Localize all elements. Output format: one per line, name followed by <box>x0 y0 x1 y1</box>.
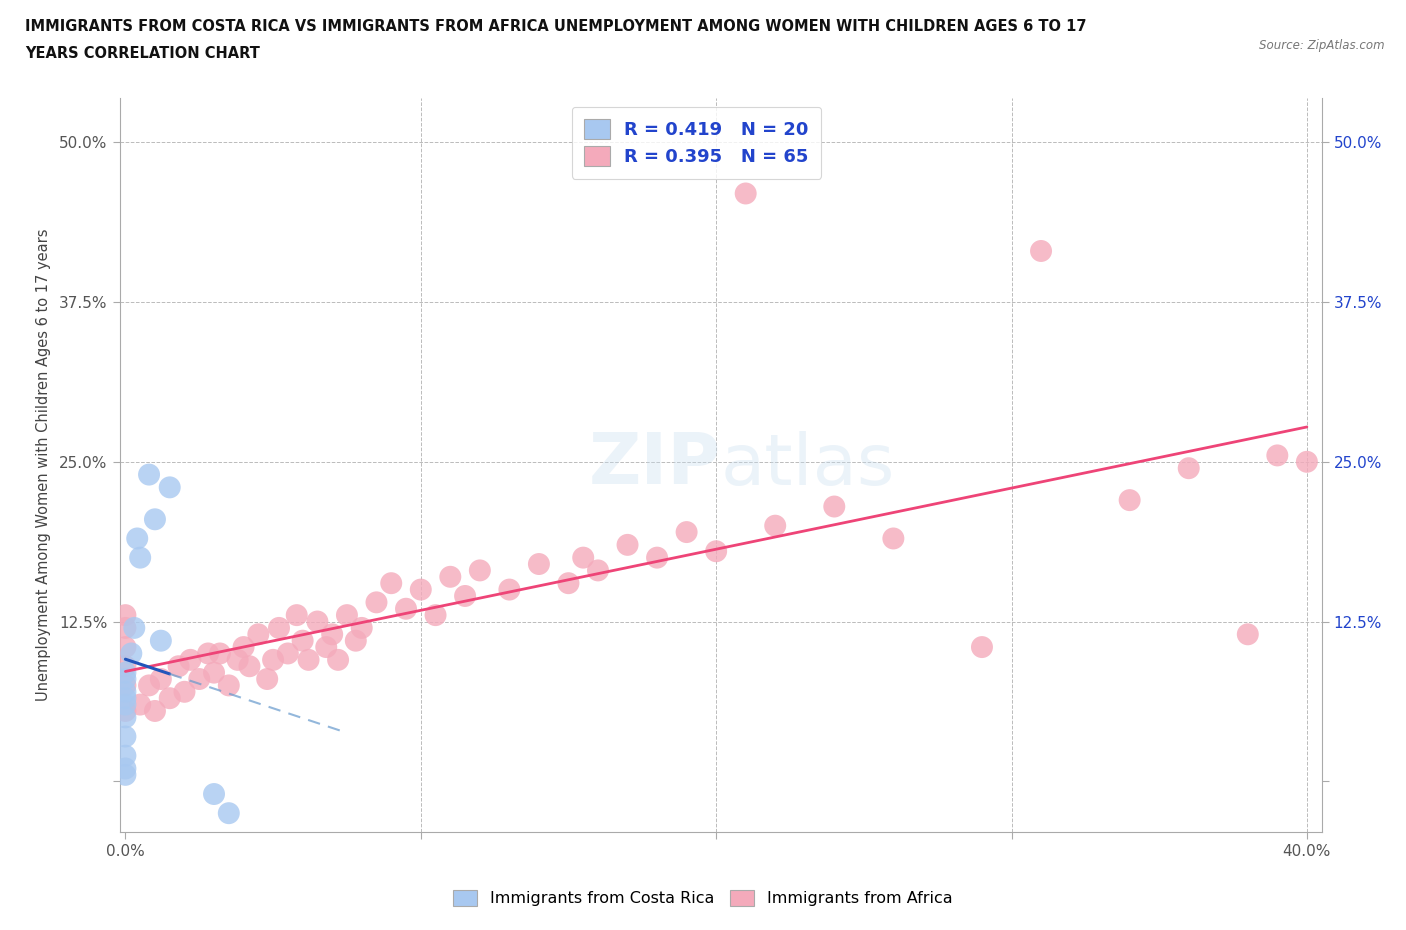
Point <box>114 671 136 686</box>
Point <box>218 678 240 693</box>
Point <box>1029 244 1052 259</box>
Point <box>114 665 136 680</box>
Point <box>262 653 284 668</box>
Legend: R = 0.419   N = 20, R = 0.395   N = 65: R = 0.419 N = 20, R = 0.395 N = 65 <box>572 107 821 179</box>
Point <box>395 602 418 617</box>
Point <box>143 703 166 718</box>
Point <box>498 582 520 597</box>
Text: IMMIGRANTS FROM COSTA RICA VS IMMIGRANTS FROM AFRICA UNEMPLOYMENT AMONG WOMEN WI: IMMIGRANTS FROM COSTA RICA VS IMMIGRANTS… <box>25 19 1087 33</box>
Point <box>256 671 278 686</box>
Point <box>468 563 491 578</box>
Point <box>425 607 447 622</box>
Point <box>114 658 136 673</box>
Point <box>704 544 727 559</box>
Point <box>267 620 290 635</box>
Point <box>143 512 166 526</box>
Point <box>823 499 845 514</box>
Point <box>202 787 225 802</box>
Point <box>409 582 432 597</box>
Point <box>149 671 172 686</box>
Point <box>114 749 136 764</box>
Point <box>297 653 319 668</box>
Point <box>124 620 146 635</box>
Point <box>344 633 367 648</box>
Point <box>114 640 136 655</box>
Point <box>238 658 260 673</box>
Point <box>114 607 136 622</box>
Point <box>202 665 225 680</box>
Point <box>149 633 172 648</box>
Point <box>1177 460 1199 475</box>
Point <box>439 569 461 584</box>
Text: ZIP: ZIP <box>588 431 720 499</box>
Text: YEARS CORRELATION CHART: YEARS CORRELATION CHART <box>25 46 260 61</box>
Point <box>159 691 181 706</box>
Point <box>1236 627 1258 642</box>
Point <box>114 767 136 782</box>
Point <box>138 467 160 482</box>
Point <box>557 576 579 591</box>
Point <box>307 614 329 629</box>
Point <box>366 595 388 610</box>
Point <box>226 653 249 668</box>
Point <box>129 551 152 565</box>
Text: Source: ZipAtlas.com: Source: ZipAtlas.com <box>1260 39 1385 52</box>
Point <box>188 671 211 686</box>
Point <box>173 684 195 699</box>
Point <box>208 646 231 661</box>
Point <box>315 640 337 655</box>
Point <box>114 691 136 706</box>
Point <box>129 698 152 712</box>
Point <box>114 698 136 712</box>
Point <box>179 653 201 668</box>
Point <box>970 640 993 655</box>
Point <box>291 633 314 648</box>
Point <box>114 703 136 718</box>
Point <box>197 646 219 661</box>
Point <box>380 576 402 591</box>
Text: atlas: atlas <box>720 431 896 499</box>
Point <box>120 646 142 661</box>
Point <box>763 518 786 533</box>
Point <box>1295 455 1317 470</box>
Point <box>114 684 136 699</box>
Point <box>1265 448 1288 463</box>
Point <box>218 805 240 820</box>
Point <box>882 531 904 546</box>
Point <box>127 531 149 546</box>
Point <box>326 653 349 668</box>
Point <box>138 678 160 693</box>
Point <box>247 627 270 642</box>
Point <box>527 556 550 571</box>
Point <box>572 551 595 565</box>
Point <box>114 710 136 724</box>
Point <box>675 525 697 539</box>
Point <box>285 607 308 622</box>
Legend: Immigrants from Costa Rica, Immigrants from Africa: Immigrants from Costa Rica, Immigrants f… <box>447 884 959 912</box>
Y-axis label: Unemployment Among Women with Children Ages 6 to 17 years: Unemployment Among Women with Children A… <box>37 229 51 701</box>
Point <box>586 563 609 578</box>
Point <box>454 589 477 604</box>
Point <box>114 678 136 693</box>
Point <box>114 620 136 635</box>
Point <box>232 640 254 655</box>
Point <box>277 646 299 661</box>
Point <box>321 627 343 642</box>
Point <box>734 186 756 201</box>
Point <box>336 607 359 622</box>
Point <box>645 551 668 565</box>
Point <box>1118 493 1140 508</box>
Point <box>159 480 181 495</box>
Point <box>114 761 136 776</box>
Point <box>616 538 638 552</box>
Point <box>350 620 373 635</box>
Point <box>114 729 136 744</box>
Point <box>167 658 190 673</box>
